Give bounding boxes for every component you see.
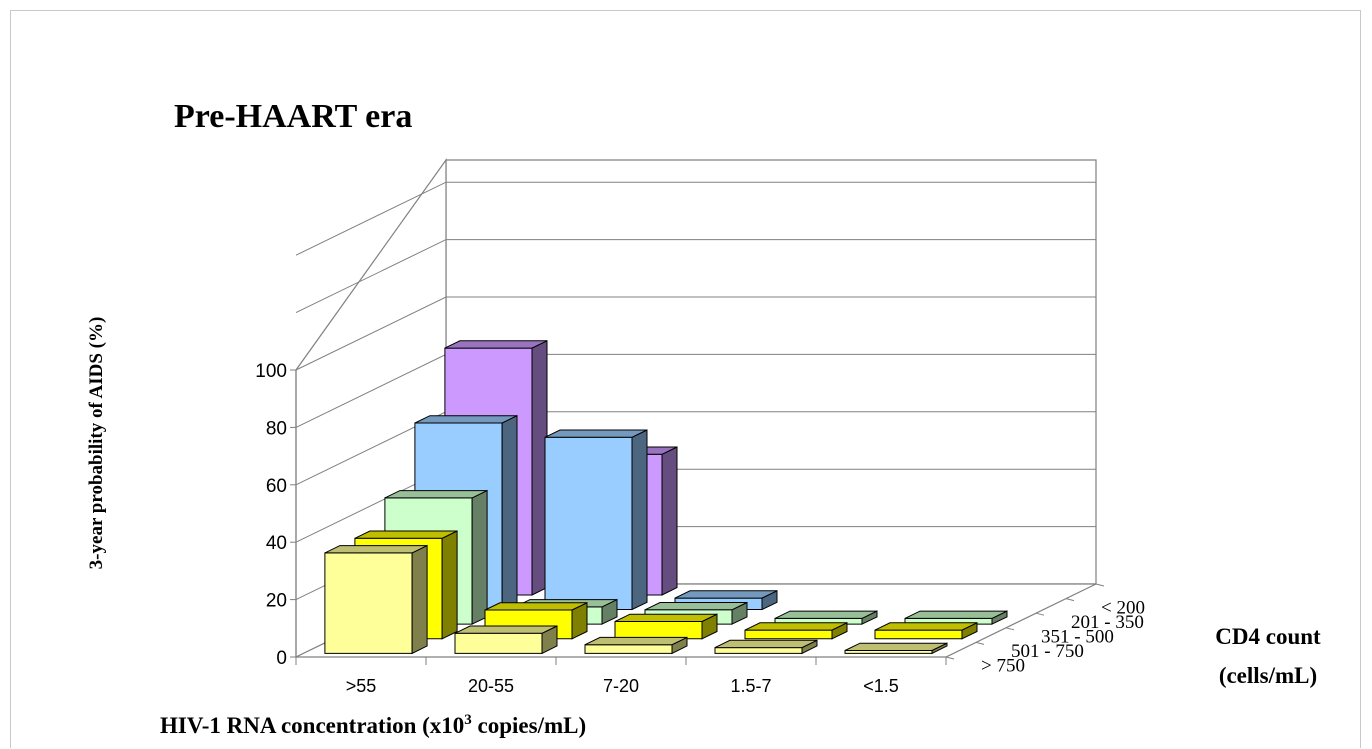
y-tick-label: 0 [276, 648, 287, 669]
bar-top [484, 602, 588, 611]
bar-front [614, 621, 703, 640]
bar-top [544, 429, 648, 438]
x-tick-label: >55 [346, 676, 377, 696]
x-tick-label: <1.5 [863, 676, 899, 696]
x-axis-label-sup: 3 [464, 712, 472, 728]
y-tick-label: 100 [255, 361, 287, 382]
z-tick [1005, 627, 1015, 631]
y-tick-label: 20 [266, 591, 287, 612]
z-tick [1095, 583, 1105, 587]
x-axis-label: HIV-1 RNA concentration (x103 copies/mL) [160, 712, 586, 738]
bar [744, 622, 848, 640]
bar-top [354, 530, 458, 539]
bar-side [661, 446, 678, 596]
z-tick [975, 641, 985, 645]
series-label: 501 - 750 [1011, 641, 1084, 662]
bar-top [904, 610, 1008, 619]
gridline [295, 181, 1096, 256]
bar-top [584, 636, 688, 646]
series-label: 201 - 350 [1071, 612, 1144, 633]
z-axis-label-line1: CD4 count [1215, 624, 1321, 649]
bar [454, 625, 558, 655]
x-tick-label: 1.5-7 [730, 676, 771, 696]
bar-side [471, 489, 488, 625]
bar-front [744, 629, 833, 640]
y-tick-label: 40 [266, 533, 287, 554]
bar [844, 642, 948, 655]
bar-top [744, 622, 848, 631]
bar [714, 639, 818, 655]
bar [614, 613, 718, 640]
y-tick-label: 80 [266, 418, 287, 439]
z-tick [945, 656, 955, 660]
bar-side [441, 530, 458, 640]
x-tick-label: 20-55 [468, 676, 514, 696]
bar-front [454, 632, 543, 654]
bar-top [384, 490, 488, 499]
bar-top [674, 590, 778, 599]
bar-top [774, 610, 878, 619]
bar-top [844, 642, 948, 651]
gridline [295, 296, 1096, 371]
x-tick-label: 7-20 [603, 676, 639, 696]
y-tick-label: 60 [266, 476, 287, 497]
chart-frame [10, 10, 1361, 748]
bar-front [324, 552, 413, 654]
bar-front [874, 629, 963, 640]
bar-front [544, 436, 633, 610]
bar-top [454, 625, 558, 634]
bar-top [714, 639, 818, 649]
bar [544, 429, 648, 611]
bar-side [631, 429, 648, 611]
bar [324, 544, 428, 655]
bar [774, 610, 878, 625]
series-label: 351 - 500 [1041, 627, 1114, 648]
bar-front [714, 647, 803, 654]
z-axis-label-line2: (cells/mL) [1219, 663, 1317, 688]
bar [904, 610, 1008, 625]
bar-side [411, 544, 428, 655]
x-axis-label-main: HIV-1 RNA concentration (x10 [160, 713, 464, 738]
bar-top [324, 545, 428, 554]
bar [874, 622, 978, 640]
bar-front [584, 644, 673, 654]
series-label: > 750 [981, 656, 1025, 677]
gridline [295, 239, 1096, 314]
x-axis-label-tail: copies/mL) [472, 713, 586, 738]
z-tick [1035, 612, 1045, 616]
chart-title: Pre-HAART era [174, 98, 412, 135]
bar [584, 636, 688, 655]
series-label: < 200 [1101, 597, 1145, 618]
bar-top [644, 602, 748, 611]
y-axis-label: 3-year probability of AIDS (%) [86, 317, 107, 570]
bar-top [614, 613, 718, 622]
bar-top [414, 415, 518, 424]
z-tick [1065, 598, 1075, 602]
bar-top [874, 622, 978, 631]
bar-side [501, 414, 518, 611]
bar-top [444, 340, 548, 349]
